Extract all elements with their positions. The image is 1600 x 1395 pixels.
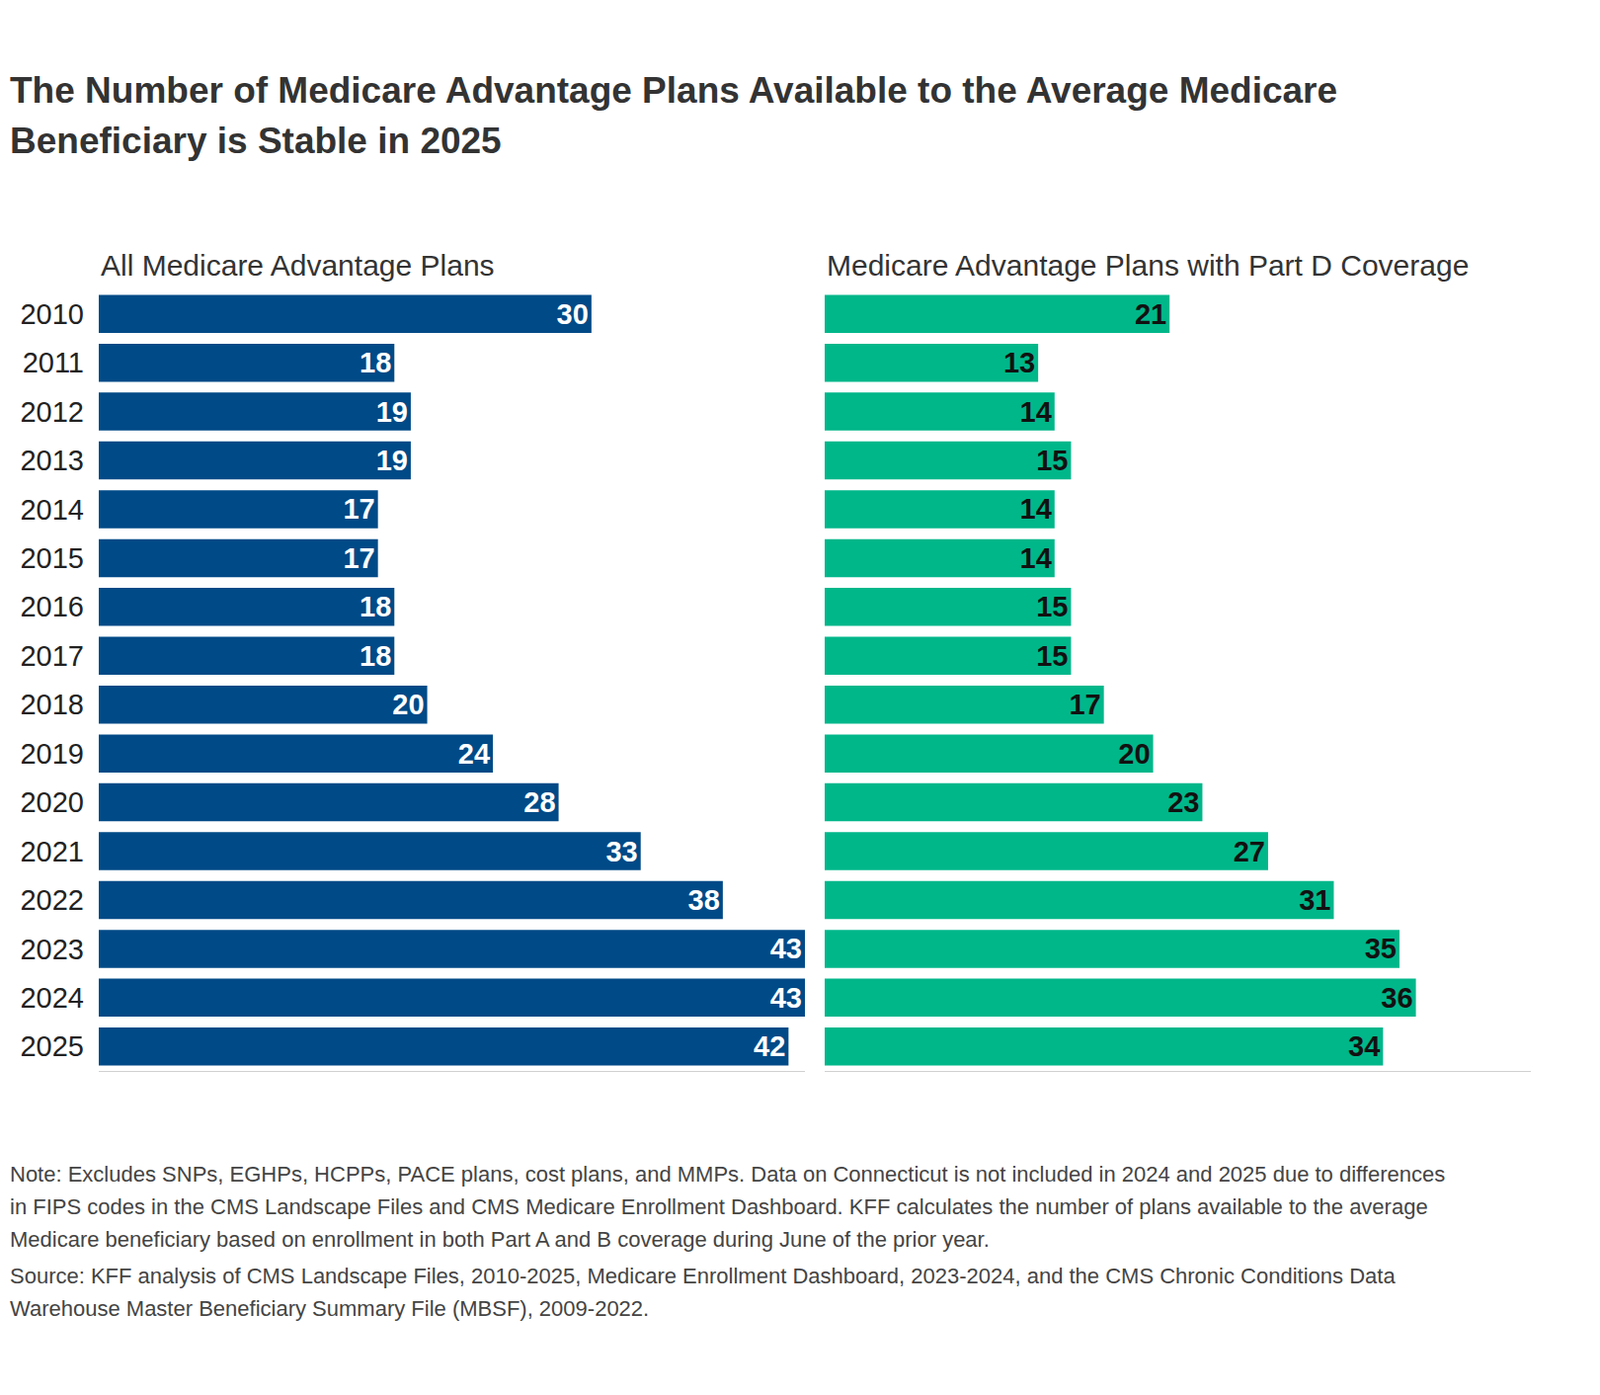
svg-text:2010: 2010 <box>19 298 84 330</box>
svg-text:17: 17 <box>342 492 375 525</box>
svg-text:24: 24 <box>458 737 490 770</box>
svg-text:2015: 2015 <box>19 542 84 574</box>
svg-text:15: 15 <box>1036 444 1068 477</box>
html-text:Source: KFF analysis of CMS La: Source: KFF analysis of CMS Landscape Fi… <box>9 1263 1396 1321</box>
html-text:Note: Excludes SNPs, EGHPs, HC: Note: Excludes SNPs, EGHPs, HCPPs, PACE … <box>9 1161 1446 1252</box>
svg-text:19: 19 <box>376 444 408 477</box>
svg-text:18: 18 <box>359 640 392 672</box>
svg-text:28: 28 <box>523 786 556 818</box>
svg-text:14: 14 <box>1020 396 1052 428</box>
svg-text:38: 38 <box>688 883 720 916</box>
svg-text:18: 18 <box>359 346 392 379</box>
svg-text:14: 14 <box>1020 542 1052 574</box>
svg-text:2021: 2021 <box>19 835 84 868</box>
svg-text:30: 30 <box>557 298 589 330</box>
svg-text:2023: 2023 <box>19 933 84 965</box>
svg-text:2018: 2018 <box>19 688 84 720</box>
svg-text:2014: 2014 <box>19 493 84 526</box>
svg-text:2025: 2025 <box>19 1030 84 1062</box>
html-text:The Number of Medicare Advanta: The Number of Medicare Advantage Plans A… <box>9 70 1338 161</box>
svg-text:All Medicare Advantage Plans: All Medicare Advantage Plans <box>100 248 495 282</box>
svg-text:2016: 2016 <box>19 590 84 623</box>
svg-text:31: 31 <box>1298 883 1331 916</box>
svg-text:42: 42 <box>753 1030 786 1062</box>
svg-text:36: 36 <box>1380 981 1413 1014</box>
svg-text:Medicare Advantage Plans with: Medicare Advantage Plans with Part D Cov… <box>826 248 1469 282</box>
svg-text:43: 43 <box>770 932 802 964</box>
svg-text:15: 15 <box>1036 640 1068 672</box>
svg-text:34: 34 <box>1348 1030 1380 1062</box>
svg-text:2017: 2017 <box>19 640 84 672</box>
svg-text:17: 17 <box>342 542 375 574</box>
svg-text:23: 23 <box>1167 786 1200 818</box>
svg-text:18: 18 <box>359 590 392 623</box>
svg-text:2020: 2020 <box>19 786 84 818</box>
svg-text:20: 20 <box>392 688 424 720</box>
svg-text:2019: 2019 <box>19 737 84 770</box>
svg-text:27: 27 <box>1233 835 1266 868</box>
svg-text:14: 14 <box>1020 492 1052 525</box>
svg-text:15: 15 <box>1036 590 1068 623</box>
svg-text:19: 19 <box>376 396 408 428</box>
svg-text:2013: 2013 <box>19 444 84 477</box>
svg-text:43: 43 <box>770 981 802 1014</box>
svg-text:17: 17 <box>1068 688 1101 720</box>
svg-text:35: 35 <box>1364 932 1397 964</box>
svg-text:21: 21 <box>1134 298 1167 330</box>
svg-text:33: 33 <box>605 835 638 868</box>
svg-text:2012: 2012 <box>19 396 84 428</box>
svg-text:2022: 2022 <box>19 883 84 916</box>
svg-text:2024: 2024 <box>19 981 84 1014</box>
svg-text:13: 13 <box>1003 346 1036 379</box>
svg-text:20: 20 <box>1118 737 1150 770</box>
svg-text:2011: 2011 <box>22 346 84 379</box>
